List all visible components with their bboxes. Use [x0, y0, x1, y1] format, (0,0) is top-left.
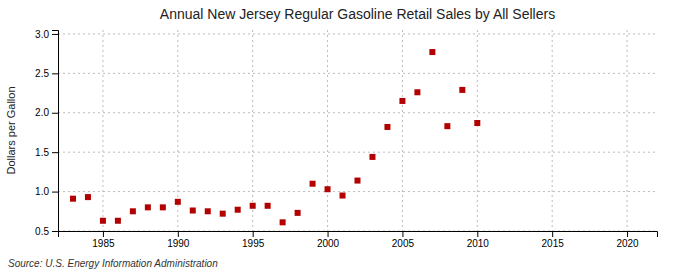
point: [369, 154, 375, 160]
point: [175, 199, 181, 205]
y-axis: 0.5 1.0 1.5 2.0 2.5 3.0: [35, 29, 58, 237]
x-tick-label: 2000: [317, 238, 340, 249]
x-tick-mark: [253, 231, 254, 237]
y-tick-label: 0.5: [35, 226, 49, 237]
y-tick-mark: [52, 192, 58, 193]
x-grid-line: [102, 30, 103, 231]
point: [265, 203, 271, 209]
y-grid-line: [58, 112, 657, 113]
y-tick-mark: [52, 73, 58, 74]
x-tick-mark: [552, 231, 553, 237]
y-tick-label: 2.0: [35, 107, 49, 118]
x-tick-label: 1985: [92, 238, 115, 249]
point: [429, 49, 435, 55]
points: [70, 49, 480, 225]
y-tick-mark: [52, 152, 58, 153]
x-tick-label: 2020: [616, 238, 639, 249]
point: [444, 123, 450, 129]
x-tick-label: 2005: [392, 238, 415, 249]
y-tick-label: 1.5: [35, 147, 49, 158]
x-axis: 1985 1990 1995 2000 2005 2010 2015 2020: [59, 231, 658, 249]
x-tick-label: 2015: [542, 238, 565, 249]
point: [70, 196, 76, 202]
y-grid-line: [58, 33, 657, 34]
point: [100, 218, 106, 224]
y-axis-label: Dollars per Gallon: [5, 86, 17, 174]
point: [295, 210, 301, 216]
point: [414, 89, 420, 95]
point: [235, 207, 241, 213]
x-tick: 2015: [542, 231, 565, 249]
x-tick: 2020: [616, 231, 639, 249]
y-tick: 2.5: [35, 68, 58, 79]
title: Annual New Jersey Regular Gasoline Retai…: [160, 6, 555, 22]
y-grid-line: [58, 73, 657, 74]
plot: 1985 1990 1995 2000 2005 2010 2015 2020 0.5 1.0 1.…: [35, 29, 657, 249]
x-tick: 1985: [92, 231, 115, 249]
x-grid-line: [552, 30, 553, 231]
y-grid-line: [58, 152, 657, 153]
point: [474, 120, 480, 126]
point: [85, 194, 91, 200]
point: [459, 87, 465, 93]
point: [325, 186, 331, 192]
x-grid-line: [627, 30, 628, 231]
y-tick: 0.5: [35, 226, 58, 237]
x-grid-line: [477, 30, 478, 231]
y-tick: 2.0: [35, 107, 58, 118]
x-tick-mark: [477, 231, 478, 237]
point: [340, 193, 346, 199]
grid: [58, 30, 657, 231]
point: [250, 203, 256, 209]
x-grid-line: [402, 30, 403, 231]
y-tick-label: 1.0: [35, 186, 49, 197]
point: [160, 204, 166, 210]
point: [310, 181, 316, 187]
x-tick: 2005: [392, 231, 415, 249]
x-tick-label: 2010: [467, 238, 490, 249]
point: [280, 219, 286, 225]
x-tick: 1990: [167, 231, 190, 249]
point: [130, 208, 136, 214]
y-tick-label: 3.0: [35, 29, 49, 40]
point: [384, 124, 390, 130]
y-tick-mark: [52, 231, 58, 232]
point: [205, 208, 211, 214]
y-grid-line: [58, 191, 657, 192]
source-note: Source: U.S. Energy Information Administ…: [8, 258, 218, 269]
x-tick-label: 1995: [242, 238, 265, 249]
x-axis-line: [59, 232, 658, 238]
x-tick: 1995: [242, 231, 265, 249]
x-tick-label: 1990: [167, 238, 190, 249]
point: [355, 178, 361, 184]
y-tick-mark: [52, 34, 58, 35]
x-tick-mark: [402, 231, 403, 237]
point: [399, 98, 405, 104]
y-tick-label: 2.5: [35, 68, 49, 79]
chart: 1985 1990 1995 2000 2005 2010 2015 2020 0.5 1.0 1.…: [0, 0, 675, 275]
x-tick-mark: [103, 231, 104, 237]
point: [220, 211, 226, 217]
y-tick: 1.0: [35, 186, 58, 197]
x-tick-mark: [627, 231, 628, 237]
x-tick: 2010: [467, 231, 490, 249]
y-tick: 3.0: [35, 29, 58, 40]
point: [145, 204, 151, 210]
x-grid-line: [252, 30, 253, 231]
y-axis-line: [52, 31, 59, 232]
x-grid-line: [327, 30, 328, 231]
y-tick-mark: [52, 113, 58, 114]
x-tick-mark: [328, 231, 329, 237]
x-tick-mark: [178, 231, 179, 237]
point: [115, 218, 121, 224]
y-tick: 1.5: [35, 147, 58, 158]
point: [190, 208, 196, 214]
x-tick: 2000: [317, 231, 340, 249]
